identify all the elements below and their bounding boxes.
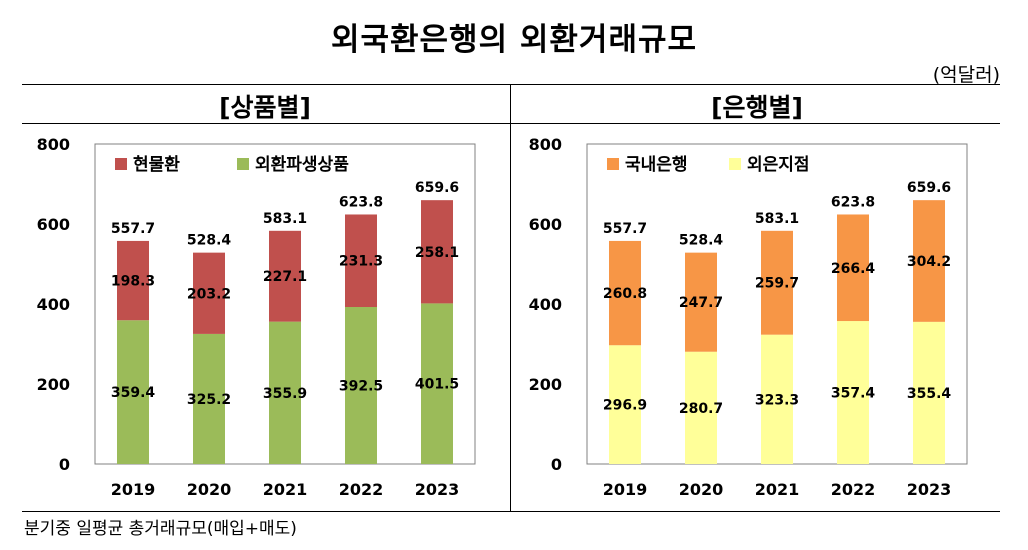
bank-bar-2020-series1 [685, 252, 717, 352]
product-bar-2019-series0 [117, 320, 149, 464]
product-total-label: 557.7 [111, 221, 155, 237]
footnote: 분기중 일평균 총거래규모(매입+매도) [24, 519, 297, 539]
bank-x-tick-label: 2023 [907, 480, 952, 499]
product-legend-swatch [237, 158, 249, 170]
bank-data-label: 355.4 [907, 386, 952, 402]
bank-bar-2023-series0 [913, 321, 945, 464]
bank-bar-2019-series1 [609, 240, 641, 346]
bank-bar-2021-series0 [761, 334, 793, 464]
bank-legend-swatch [729, 158, 741, 170]
bank-data-label: 280.7 [679, 401, 723, 417]
bank-data-label: 304.2 [907, 254, 951, 270]
bank-y-tick-label: 400 [529, 295, 562, 314]
bank-total-label: 583.1 [755, 211, 799, 227]
product-total-label: 583.1 [263, 211, 307, 227]
right-panel-title: [은행별] [711, 93, 803, 122]
bank-x-tick-label: 2022 [831, 480, 876, 499]
product-data-label: 325.2 [187, 392, 231, 408]
unit-label: (억달러) [932, 64, 1000, 86]
product-data-label: 392.5 [339, 379, 383, 395]
product-bar-2020-series0 [193, 333, 225, 464]
bank-y-tick-label: 600 [529, 215, 562, 234]
product-data-label: 227.1 [263, 269, 307, 285]
divider-middle [510, 84, 511, 512]
divider-bottom [22, 511, 1000, 512]
product-x-tick-label: 2022 [339, 480, 384, 499]
bank-data-label: 323.3 [755, 392, 799, 408]
bank-x-tick-label: 2019 [603, 480, 648, 499]
product-bar-2023-series0 [421, 303, 453, 464]
bank-data-label: 259.7 [755, 276, 799, 292]
bank-bar-2020-series0 [685, 351, 717, 464]
divider-top [22, 84, 1000, 85]
bank-total-label: 659.6 [907, 180, 951, 196]
bank-data-label: 296.9 [603, 398, 647, 414]
bank-legend-label: 국내은행 [625, 155, 688, 175]
page-title: 외국환은행의 외환거래규모 [330, 22, 698, 58]
product-y-tick-label: 800 [37, 135, 70, 154]
product-bar-2020-series1 [193, 252, 225, 334]
bank-chart: 0 200 400 600 800 296.9 260.8 557.7 2019 280.7 247… [529, 135, 968, 499]
bank-data-label: 247.7 [679, 295, 723, 311]
product-data-label: 258.1 [415, 245, 459, 261]
product-legend-label: 외환파생상품 [255, 155, 349, 175]
bank-bar-2019-series0 [609, 345, 641, 464]
bank-data-label: 357.4 [831, 386, 876, 402]
bank-legend-label: 외은지점 [747, 155, 810, 175]
bank-x-tick-label: 2020 [679, 480, 724, 499]
bank-legend-swatch [607, 158, 619, 170]
left-panel-title: [상품별] [219, 93, 311, 122]
product-bar-2021-series1 [269, 230, 301, 322]
bank-y-tick-label: 0 [551, 455, 562, 474]
product-data-label: 231.3 [339, 254, 383, 270]
product-x-tick-label: 2019 [111, 480, 156, 499]
bank-bar-2023-series1 [913, 200, 945, 322]
product-data-label: 203.2 [187, 286, 231, 302]
product-bar-2019-series1 [117, 240, 149, 321]
product-y-tick-label: 200 [37, 375, 70, 394]
bank-data-label: 260.8 [603, 286, 647, 302]
bank-total-label: 557.7 [603, 221, 647, 237]
product-data-label: 198.3 [111, 274, 155, 290]
product-bar-2023-series1 [421, 200, 453, 304]
product-bar-2022-series1 [345, 214, 377, 307]
product-total-label: 528.4 [187, 233, 232, 249]
product-bar-2022-series0 [345, 307, 377, 464]
bank-total-label: 623.8 [831, 194, 875, 210]
bank-y-tick-label: 200 [529, 375, 562, 394]
product-legend-swatch [115, 158, 127, 170]
divider-header [22, 123, 1000, 124]
product-total-label: 659.6 [415, 180, 459, 196]
product-data-label: 359.4 [111, 385, 156, 401]
bank-data-label: 266.4 [831, 261, 876, 277]
bank-bar-2022-series1 [837, 214, 869, 322]
product-y-tick-label: 600 [37, 215, 70, 234]
product-data-label: 355.9 [263, 386, 307, 402]
product-x-tick-label: 2021 [263, 480, 308, 499]
bank-y-tick-label: 800 [529, 135, 562, 154]
bank-x-tick-label: 2021 [755, 480, 800, 499]
product-y-tick-label: 400 [37, 295, 70, 314]
product-legend-label: 현물환 [133, 155, 180, 175]
product-chart: 0 200 400 600 800 359.4 198.3 557.7 2019 325.2 203… [37, 135, 476, 499]
product-data-label: 401.5 [415, 377, 459, 393]
product-total-label: 623.8 [339, 194, 383, 210]
product-x-tick-label: 2023 [415, 480, 460, 499]
bank-total-label: 528.4 [679, 233, 724, 249]
bank-bar-2022-series0 [837, 321, 869, 464]
product-bar-2021-series0 [269, 321, 301, 464]
bank-bar-2021-series1 [761, 230, 793, 335]
product-x-tick-label: 2020 [187, 480, 232, 499]
product-y-tick-label: 0 [59, 455, 70, 474]
